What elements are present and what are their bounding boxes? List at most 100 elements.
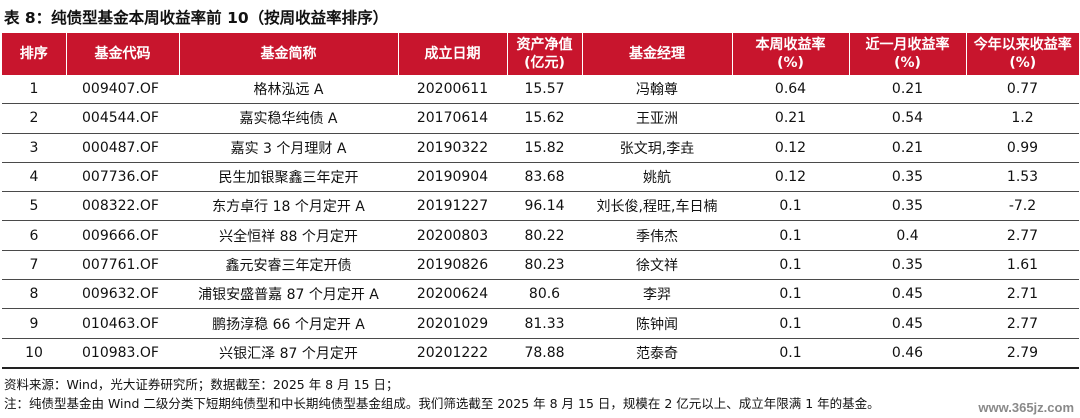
cell-net-assets: 80.23 xyxy=(507,250,582,281)
cell-net-assets: 15.57 xyxy=(507,75,582,105)
cell-monthly-return: 0.54 xyxy=(849,103,966,134)
cell-rank: 3 xyxy=(2,133,66,163)
cell-inception-date: 20201222 xyxy=(398,338,507,369)
table-row: 7 007761.OF 鑫元安睿三年定开债 20190826 80.23 徐文祥 0.1 0.… xyxy=(2,250,1079,281)
header-fund-name-line: 基金简称 xyxy=(260,46,317,62)
cell-inception-date: 20170614 xyxy=(398,103,507,134)
cell-inception-date: 20200611 xyxy=(398,75,507,105)
cell-ytd-return: 2.77 xyxy=(966,308,1079,339)
header-ytd-return-line: 今年以来收益率 xyxy=(973,37,1072,53)
cell-monthly-return: 0.46 xyxy=(849,338,966,369)
cell-fund-manager: 冯翰尊 xyxy=(582,75,732,105)
cell-rank: 5 xyxy=(2,191,66,222)
cell-monthly-return: 0.21 xyxy=(849,75,966,105)
cell-inception-date: 20190322 xyxy=(398,133,507,163)
method-note: 注：纯债型基金由 Wind 二级分类下短期纯债型和中长期纯债型基金组成。我们筛选… xyxy=(4,396,880,411)
header-rank-line: 排序 xyxy=(19,46,48,62)
table-row: 4 007736.OF 民生加银聚鑫三年定开 20190904 83.68 姚航 0.12 0… xyxy=(2,162,1079,193)
header-rank: 排序 xyxy=(2,33,66,75)
cell-fund-manager: 张文玥,李垚 xyxy=(582,133,732,163)
cell-fund-manager: 刘长俊,程旺,车日楠 xyxy=(582,191,732,222)
table-row: 5 008322.OF 东方卓行 18 个月定开 A 20191227 96.14 刘长俊… xyxy=(2,191,1079,222)
header-fund-code-line: 基金代码 xyxy=(94,46,151,62)
cell-monthly-return: 0.45 xyxy=(849,279,966,310)
cell-rank: 6 xyxy=(2,220,66,251)
cell-fund-code: 009407.OF xyxy=(66,75,179,105)
table-row: 3 000487.OF 嘉实 3 个月理财 A 20190322 15.82 张文玥,李垚… xyxy=(2,133,1079,163)
cell-fund-manager: 范泰奇 xyxy=(582,338,732,369)
table-row: 2 004544.OF 嘉实稳华纯债 A 20170614 15.62 王亚洲 0.21 0.… xyxy=(2,103,1079,134)
cell-net-assets: 81.33 xyxy=(507,308,582,339)
cell-fund-name: 民生加银聚鑫三年定开 xyxy=(179,162,398,193)
cell-fund-code: 010983.OF xyxy=(66,338,179,369)
cell-fund-name: 格林泓远 A xyxy=(179,75,398,105)
cell-weekly-return: 0.12 xyxy=(732,162,849,193)
cell-ytd-return: 2.77 xyxy=(966,220,1079,251)
cell-rank: 4 xyxy=(2,162,66,193)
header-monthly-return-line: (%) xyxy=(894,55,921,71)
cell-monthly-return: 0.45 xyxy=(849,308,966,339)
header-ytd-return-line: (%) xyxy=(1009,55,1037,71)
header-weekly-return: 本周收益率 (%) xyxy=(731,33,849,75)
header-monthly-return-line: 近一月收益率 xyxy=(865,37,950,53)
cell-net-assets: 15.62 xyxy=(507,103,582,134)
fund-ranking-table: 排序 基金代码 基金简称 成立日期 资产净值 (亿元) 基金经理 本周收益率 (%) 近一月收益率… xyxy=(2,33,1079,369)
cell-fund-name: 嘉实稳华纯债 A xyxy=(179,103,398,134)
header-fund-name: 基金简称 xyxy=(178,33,398,75)
table-row: 1 009407.OF 格林泓远 A 20200611 15.57 冯翰尊 0.64 0.21… xyxy=(2,75,1079,105)
cell-rank: 8 xyxy=(2,279,66,310)
cell-ytd-return: 2.79 xyxy=(966,338,1079,369)
cell-fund-manager: 王亚洲 xyxy=(582,103,732,134)
table-header-row: 排序 基金代码 基金简称 成立日期 资产净值 (亿元) 基金经理 本周收益率 (%) 近一月收益率… xyxy=(2,33,1079,75)
cell-monthly-return: 0.35 xyxy=(849,191,966,222)
cell-ytd-return: 1.2 xyxy=(966,103,1079,134)
header-weekly-return-line: (%) xyxy=(777,55,804,71)
cell-fund-code: 008322.OF xyxy=(66,191,179,222)
cell-fund-code: 010463.OF xyxy=(66,308,179,339)
cell-fund-code: 009666.OF xyxy=(66,220,179,251)
header-monthly-return: 近一月收益率 (%) xyxy=(848,33,966,75)
cell-weekly-return: 0.1 xyxy=(732,220,849,251)
cell-fund-manager: 季伟杰 xyxy=(582,220,732,251)
footnotes: 资料来源：Wind，光大证券研究所；数据截至：2025 年 8 月 15 日； … xyxy=(4,375,880,413)
cell-fund-manager: 姚航 xyxy=(582,162,732,193)
table-body: 1 009407.OF 格林泓远 A 20200611 15.57 冯翰尊 0.64 0.21… xyxy=(2,75,1079,369)
cell-ytd-return: 0.99 xyxy=(966,133,1079,163)
cell-fund-code: 007736.OF xyxy=(66,162,179,193)
cell-ytd-return: 1.61 xyxy=(966,250,1079,281)
header-weekly-return-line: 本周收益率 xyxy=(755,37,826,53)
cell-monthly-return: 0.21 xyxy=(849,133,966,163)
cell-inception-date: 20200624 xyxy=(398,279,507,310)
header-fund-manager-line: 基金经理 xyxy=(629,46,685,62)
table-row: 10 010983.OF 兴银汇泽 87 个月定开 20201222 78.88 范泰奇 0… xyxy=(2,338,1079,369)
cell-inception-date: 20190826 xyxy=(398,250,507,281)
cell-fund-code: 009632.OF xyxy=(66,279,179,310)
cell-ytd-return: 0.77 xyxy=(966,75,1079,105)
cell-fund-name: 鹏扬淳稳 66 个月定开 A xyxy=(179,308,398,339)
header-inception-date-line: 成立日期 xyxy=(424,46,481,62)
table-row: 9 010463.OF 鹏扬淳稳 66 个月定开 A 20201029 81.33 陈钟闻… xyxy=(2,308,1079,339)
header-fund-code: 基金代码 xyxy=(65,33,179,75)
cell-rank: 2 xyxy=(2,103,66,134)
header-ytd-return: 今年以来收益率 (%) xyxy=(965,33,1079,75)
cell-weekly-return: 0.1 xyxy=(732,250,849,281)
cell-weekly-return: 0.21 xyxy=(732,103,849,134)
cell-fund-name: 东方卓行 18 个月定开 A xyxy=(179,191,398,222)
cell-fund-manager: 陈钟闻 xyxy=(582,308,732,339)
cell-net-assets: 83.68 xyxy=(507,162,582,193)
cell-fund-name: 鑫元安睿三年定开债 xyxy=(179,250,398,281)
cell-net-assets: 78.88 xyxy=(507,338,582,369)
cell-monthly-return: 0.35 xyxy=(849,162,966,193)
table-title: 表 8：纯债型基金本周收益率前 10（按周收益率排序） xyxy=(4,9,389,27)
cell-fund-manager: 徐文祥 xyxy=(582,250,732,281)
cell-fund-name: 浦银安盛普嘉 87 个月定开 A xyxy=(179,279,398,310)
cell-rank: 1 xyxy=(2,75,66,105)
cell-fund-code: 007761.OF xyxy=(66,250,179,281)
cell-ytd-return: -7.2 xyxy=(966,191,1079,222)
cell-net-assets: 80.22 xyxy=(507,220,582,251)
cell-net-assets: 15.82 xyxy=(507,133,582,163)
cell-fund-name: 嘉实 3 个月理财 A xyxy=(179,133,398,163)
cell-fund-name: 兴全恒祥 88 个月定开 xyxy=(179,220,398,251)
cell-ytd-return: 2.71 xyxy=(966,279,1079,310)
cell-rank: 10 xyxy=(2,338,66,369)
